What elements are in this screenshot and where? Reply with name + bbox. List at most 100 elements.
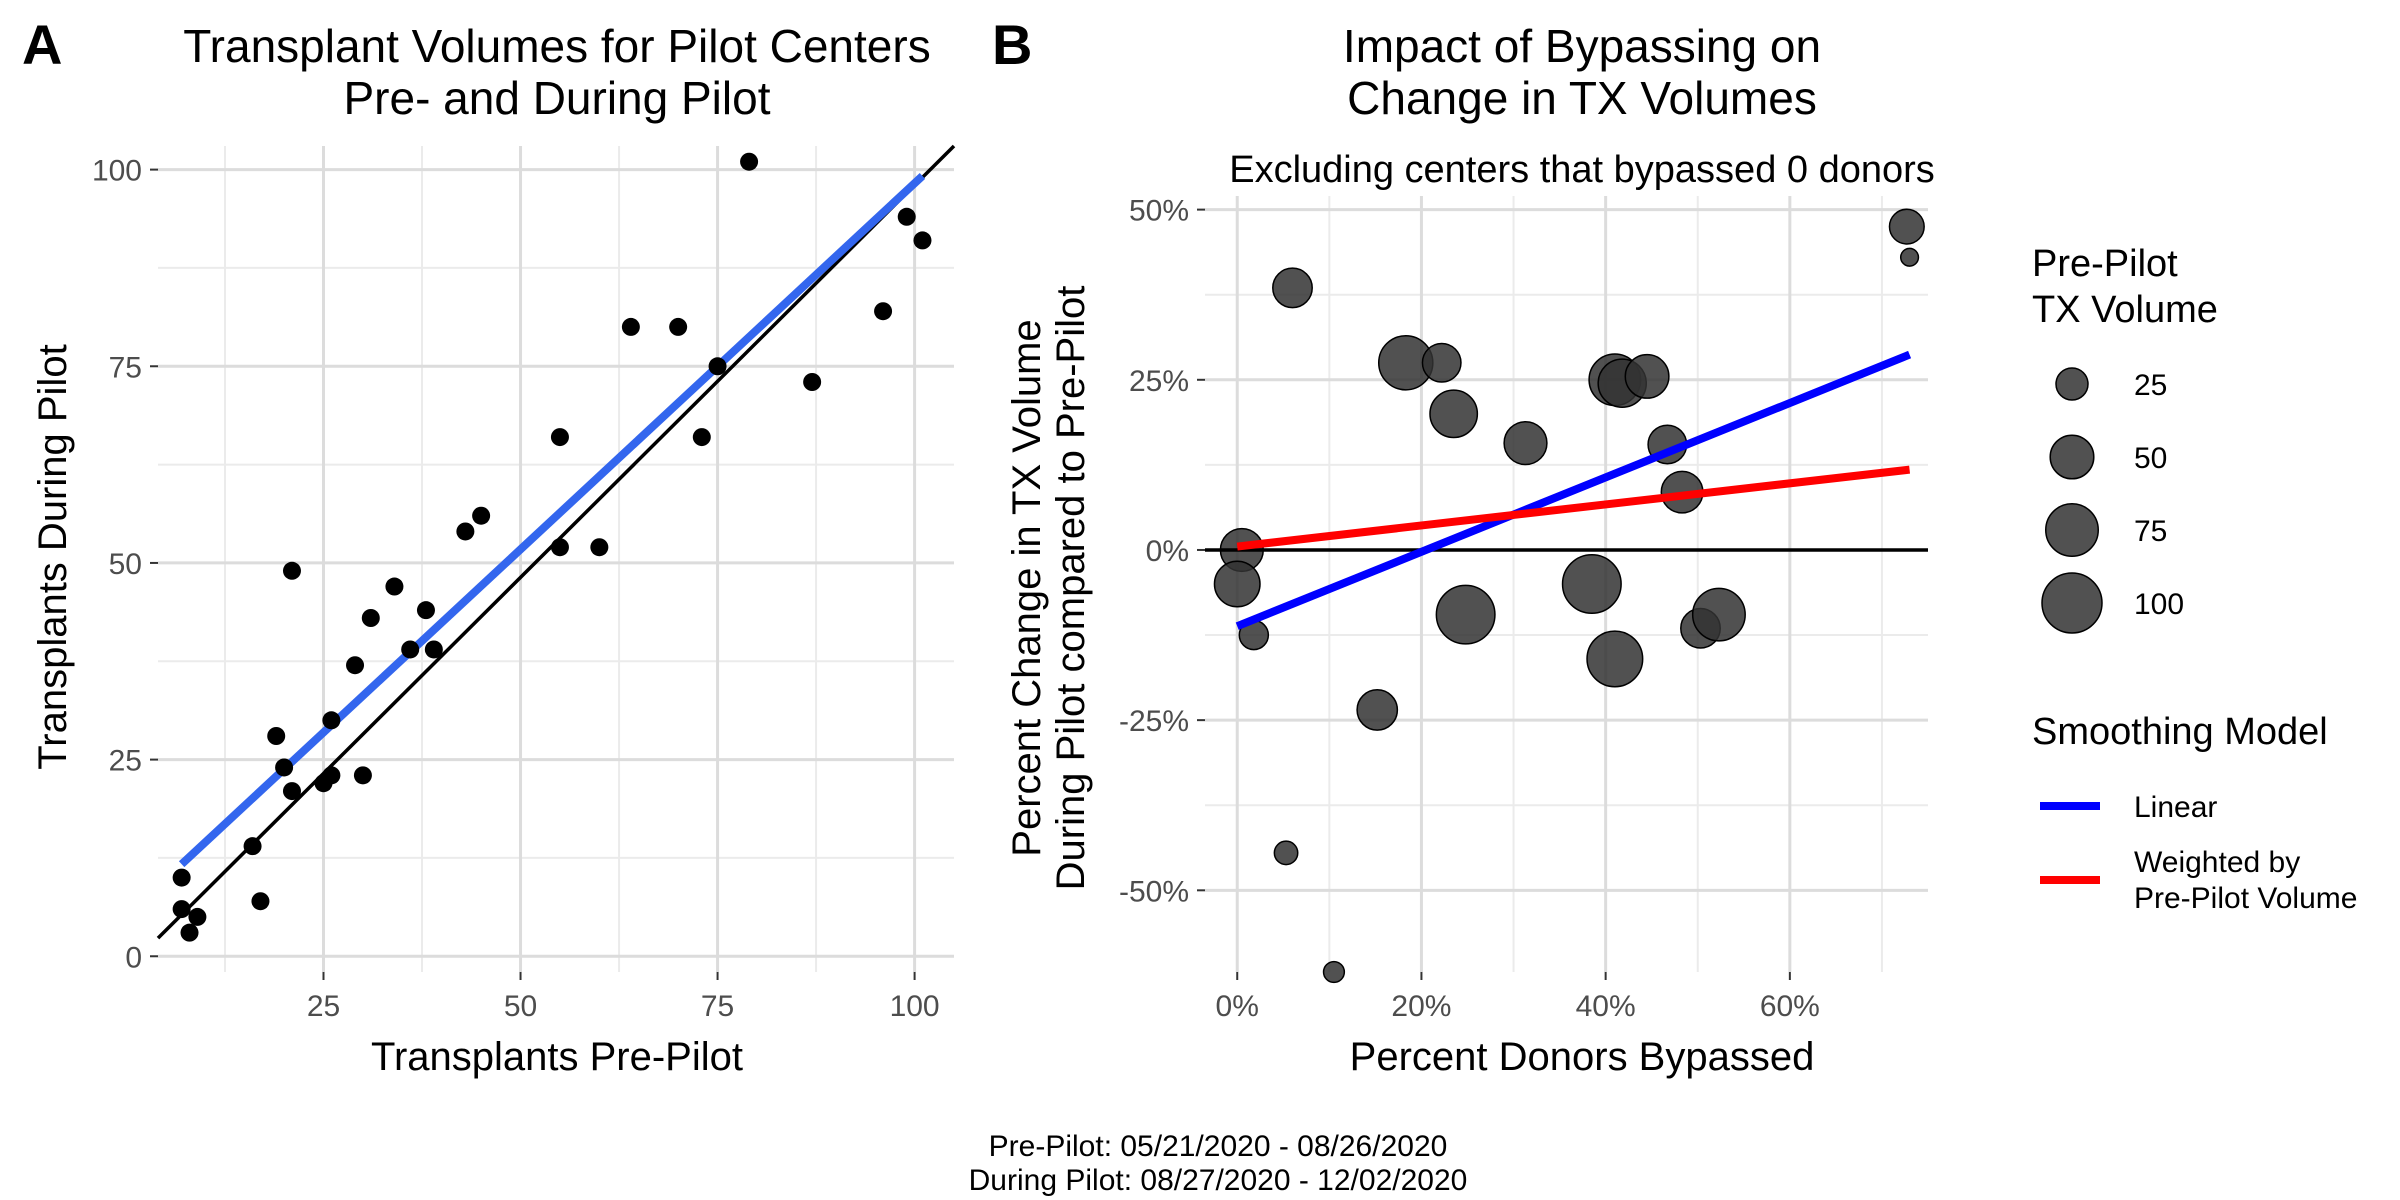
bubble-point	[1421, 342, 1462, 383]
scatter-point	[803, 373, 822, 391]
size-legend: Pre-Pilot TX Volume 25 50 75 100	[2032, 243, 2218, 634]
size-legend-label: 50	[2134, 442, 2167, 475]
linear-fit-line	[1235, 350, 1912, 630]
scatter-point	[913, 231, 932, 250]
scatter-point	[550, 538, 569, 557]
x-tick-label: 20%	[1391, 990, 1451, 1023]
panel-b-subtitle: Excluding centers that bypassed 0 donors	[1229, 149, 1935, 191]
scatter-point	[243, 837, 262, 856]
scatter-point	[385, 577, 404, 596]
line-legend-label-linear: Linear	[2134, 791, 2217, 824]
line-legend-label-weighted-line2: Pre-Pilot Volume	[2134, 882, 2357, 915]
panel-a-points	[172, 152, 932, 942]
panel-b-title-line2: Change in TX Volumes	[1347, 72, 1817, 124]
line-legend-label-weighted-line1: Weighted by	[2134, 846, 2300, 879]
panel-a-tick-labels: 25 50 75 100 0 25 50 75 100	[92, 155, 940, 1023]
bubble-point	[1272, 267, 1313, 309]
scatter-point	[692, 428, 711, 447]
size-legend-items: 25 50 75 100	[2041, 367, 2184, 634]
panel-a-label: A	[22, 13, 62, 76]
weighted-fit-line	[1236, 465, 1911, 551]
panel-b: B Impact of Bypassing on Change in TX Vo…	[992, 13, 2357, 1079]
scatter-point	[267, 727, 286, 745]
scatter-point	[322, 766, 341, 785]
x-tick-label: 0%	[1216, 990, 1259, 1023]
scatter-point	[897, 207, 916, 226]
bubble-point	[1429, 389, 1479, 439]
panel-a-title-line2: Pre- and During Pilot	[344, 72, 771, 124]
panel-b-lines	[1205, 350, 1928, 630]
bubble-point	[1586, 630, 1644, 688]
scatter-point	[275, 758, 294, 777]
panel-a-gridlines	[158, 146, 954, 972]
scatter-point	[180, 923, 199, 942]
size-legend-title-line1: Pre-Pilot	[2032, 243, 2178, 285]
panel-b-title-line1: Impact of Bypassing on	[1343, 20, 1821, 72]
scatter-point	[188, 907, 207, 926]
size-legend-bubble	[2041, 572, 2103, 634]
size-legend-label: 75	[2134, 515, 2167, 548]
panel-a-title-line1: Transplant Volumes for Pilot Centers	[183, 20, 930, 72]
panel-a-y-axis-title: Transplants During Pilot	[31, 344, 75, 769]
scatter-point	[172, 900, 191, 919]
x-tick-label: 40%	[1576, 990, 1636, 1023]
bubble-point	[1561, 553, 1622, 615]
bubble-point	[1435, 584, 1496, 645]
y-tick-label: 50%	[1129, 195, 1189, 228]
size-legend-label: 100	[2134, 588, 2184, 621]
x-tick-label: 100	[890, 990, 940, 1023]
size-legend-bubble	[2049, 434, 2095, 480]
panel-a: A Transplant Volumes for Pilot Centers P…	[22, 13, 956, 1079]
panel-b-points	[1213, 208, 1925, 984]
size-legend-title-line2: TX Volume	[2032, 289, 2218, 331]
line-legend: Smoothing Model Linear Weighted by Pre-P…	[2032, 711, 2357, 915]
scatter-point	[361, 609, 380, 627]
scatter-point	[322, 711, 341, 730]
scatter-point	[416, 601, 435, 620]
scatter-point	[282, 782, 301, 801]
panel-b-y-axis-title-line1: Percent Change in TX Volume	[1005, 319, 1049, 856]
scatter-point	[740, 152, 759, 171]
line-legend-title: Smoothing Model	[2032, 711, 2328, 753]
scatter-point	[550, 428, 569, 447]
caption-line2: During Pilot: 08/27/2020 - 12/02/2020	[969, 1164, 1468, 1197]
panel-a-x-axis-title: Transplants Pre-Pilot	[371, 1035, 743, 1079]
panel-b-tick-labels: 0% 20% 40% 60% -50% -25% 0% 25% 50%	[1119, 195, 1820, 1023]
y-tick-label: -50%	[1119, 875, 1189, 908]
scatter-point	[708, 357, 727, 376]
scatter-point	[172, 868, 191, 887]
bubble-point	[1322, 960, 1346, 984]
bubble-point	[1356, 689, 1399, 731]
scatter-point	[456, 522, 475, 541]
bubble-point	[1624, 353, 1670, 399]
panel-b-gridlines	[1205, 196, 1928, 972]
bubble-point	[1888, 208, 1925, 245]
scatter-point	[282, 561, 301, 580]
scatter-point	[401, 640, 420, 659]
scatter-point	[621, 317, 640, 336]
bubble-point	[1213, 560, 1261, 608]
y-tick-label: 75	[109, 351, 142, 384]
y-tick-label: 25%	[1129, 365, 1189, 398]
bubble-point	[1503, 420, 1548, 466]
x-tick-label: 75	[701, 990, 734, 1023]
fit-line	[178, 172, 926, 868]
bubble-point	[1273, 840, 1299, 866]
panel-b-x-axis-title: Percent Donors Bypassed	[1350, 1035, 1815, 1079]
scatter-point	[590, 538, 609, 557]
x-tick-label: 25	[307, 990, 340, 1023]
x-tick-label: 60%	[1760, 990, 1820, 1023]
scatter-point	[472, 506, 491, 525]
scatter-point	[874, 302, 893, 321]
scatter-point	[353, 766, 372, 785]
scatter-point	[346, 656, 365, 675]
y-tick-label: 50	[109, 548, 142, 581]
size-legend-bubble	[2045, 503, 2099, 557]
x-tick-label: 50	[504, 990, 537, 1023]
y-tick-label: -25%	[1119, 705, 1189, 738]
panel-b-label: B	[992, 13, 1032, 76]
size-legend-bubble	[2055, 367, 2089, 401]
bubble-point	[1899, 247, 1920, 267]
size-legend-label: 25	[2134, 369, 2167, 402]
y-tick-label: 25	[109, 745, 142, 778]
